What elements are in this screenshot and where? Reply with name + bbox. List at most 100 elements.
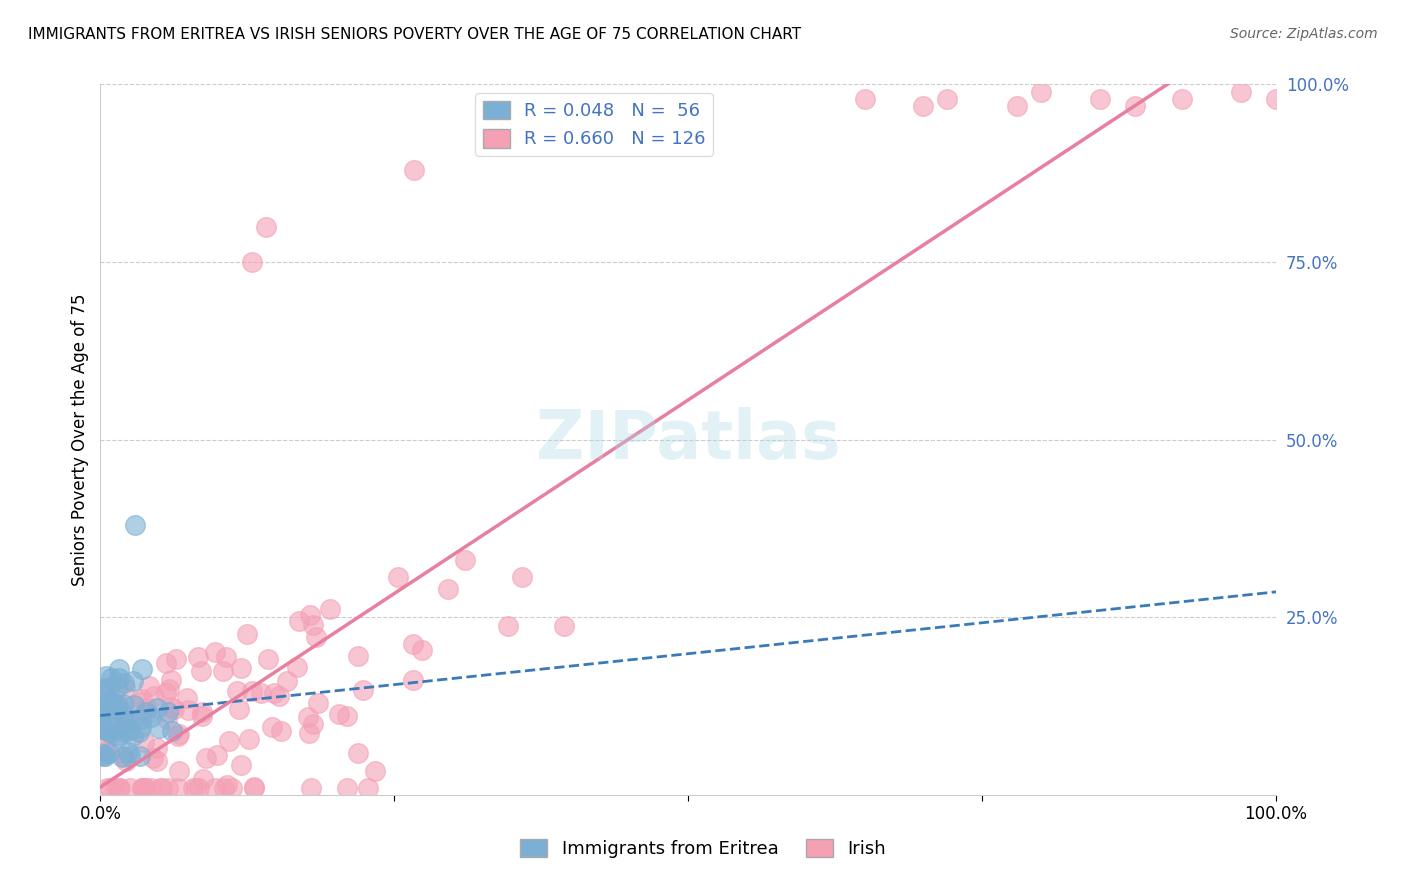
Point — [142, 751, 165, 765]
Point — [176, 703, 198, 717]
Point — [165, 652, 187, 666]
Point — [176, 691, 198, 706]
Point — [162, 724, 184, 739]
Point — [131, 780, 153, 795]
Point — [347, 747, 370, 761]
Point — [285, 660, 308, 674]
Point — [307, 696, 329, 710]
Point — [146, 754, 169, 768]
Point — [103, 697, 125, 711]
Point — [243, 780, 266, 795]
Point — [98, 780, 121, 795]
Point — [100, 672, 122, 686]
Point — [91, 720, 114, 734]
Point — [93, 700, 115, 714]
Point — [91, 708, 114, 723]
Point — [108, 662, 131, 676]
Point — [105, 698, 128, 712]
Point — [105, 681, 128, 695]
Point — [94, 737, 117, 751]
Point — [191, 705, 214, 719]
Point — [128, 748, 150, 763]
Point — [205, 747, 228, 762]
Point — [193, 772, 215, 787]
Point — [118, 748, 141, 763]
Point — [155, 657, 177, 671]
Point — [114, 681, 136, 695]
Point — [204, 644, 226, 658]
Point — [1265, 92, 1288, 106]
Point — [553, 619, 575, 633]
Point — [93, 748, 115, 763]
Point — [112, 749, 135, 764]
Point — [93, 681, 115, 696]
Point — [139, 709, 162, 723]
Point — [128, 695, 150, 709]
Point — [115, 716, 138, 731]
Point — [136, 701, 159, 715]
Point — [118, 780, 141, 795]
Point — [100, 724, 122, 739]
Point — [297, 725, 319, 739]
Point — [357, 780, 380, 795]
Point — [94, 681, 117, 696]
Point — [122, 673, 145, 688]
Point — [263, 685, 285, 699]
Point — [328, 706, 350, 721]
Point — [114, 724, 136, 739]
Point — [270, 724, 292, 739]
Point — [167, 764, 190, 779]
Point — [1230, 85, 1253, 99]
Point — [276, 674, 298, 689]
Point — [387, 570, 409, 584]
Point — [195, 751, 218, 765]
Point — [97, 725, 120, 739]
Point — [89, 722, 111, 736]
Point — [156, 712, 179, 726]
Point — [111, 750, 134, 764]
Point — [134, 780, 156, 795]
Point — [299, 780, 322, 795]
Point — [229, 661, 252, 675]
Point — [1007, 99, 1029, 113]
Point — [157, 681, 180, 696]
Point — [184, 780, 207, 795]
Point — [107, 719, 129, 733]
Point — [132, 735, 155, 749]
Point — [190, 665, 212, 679]
Point — [298, 608, 321, 623]
Point — [402, 673, 425, 687]
Point — [107, 780, 129, 795]
Point — [181, 780, 204, 795]
Point — [155, 685, 177, 699]
Point — [97, 746, 120, 760]
Point — [254, 219, 277, 234]
Point — [107, 730, 129, 744]
Point — [103, 705, 125, 719]
Point — [96, 669, 118, 683]
Point — [436, 582, 458, 597]
Point — [454, 552, 477, 566]
Point — [112, 706, 135, 721]
Point — [160, 700, 183, 714]
Point — [935, 92, 957, 106]
Point — [305, 630, 328, 644]
Point — [402, 637, 425, 651]
Point — [1171, 92, 1194, 106]
Point — [236, 627, 259, 641]
Point — [912, 99, 935, 113]
Point — [1088, 92, 1111, 106]
Point — [129, 712, 152, 726]
Point — [163, 702, 186, 716]
Point — [150, 780, 173, 795]
Point — [135, 705, 157, 719]
Point — [187, 649, 209, 664]
Point — [853, 92, 876, 106]
Point — [212, 780, 235, 795]
Point — [228, 702, 250, 716]
Point — [122, 698, 145, 712]
Point — [167, 780, 190, 795]
Point — [148, 721, 170, 735]
Point — [138, 679, 160, 693]
Point — [93, 686, 115, 700]
